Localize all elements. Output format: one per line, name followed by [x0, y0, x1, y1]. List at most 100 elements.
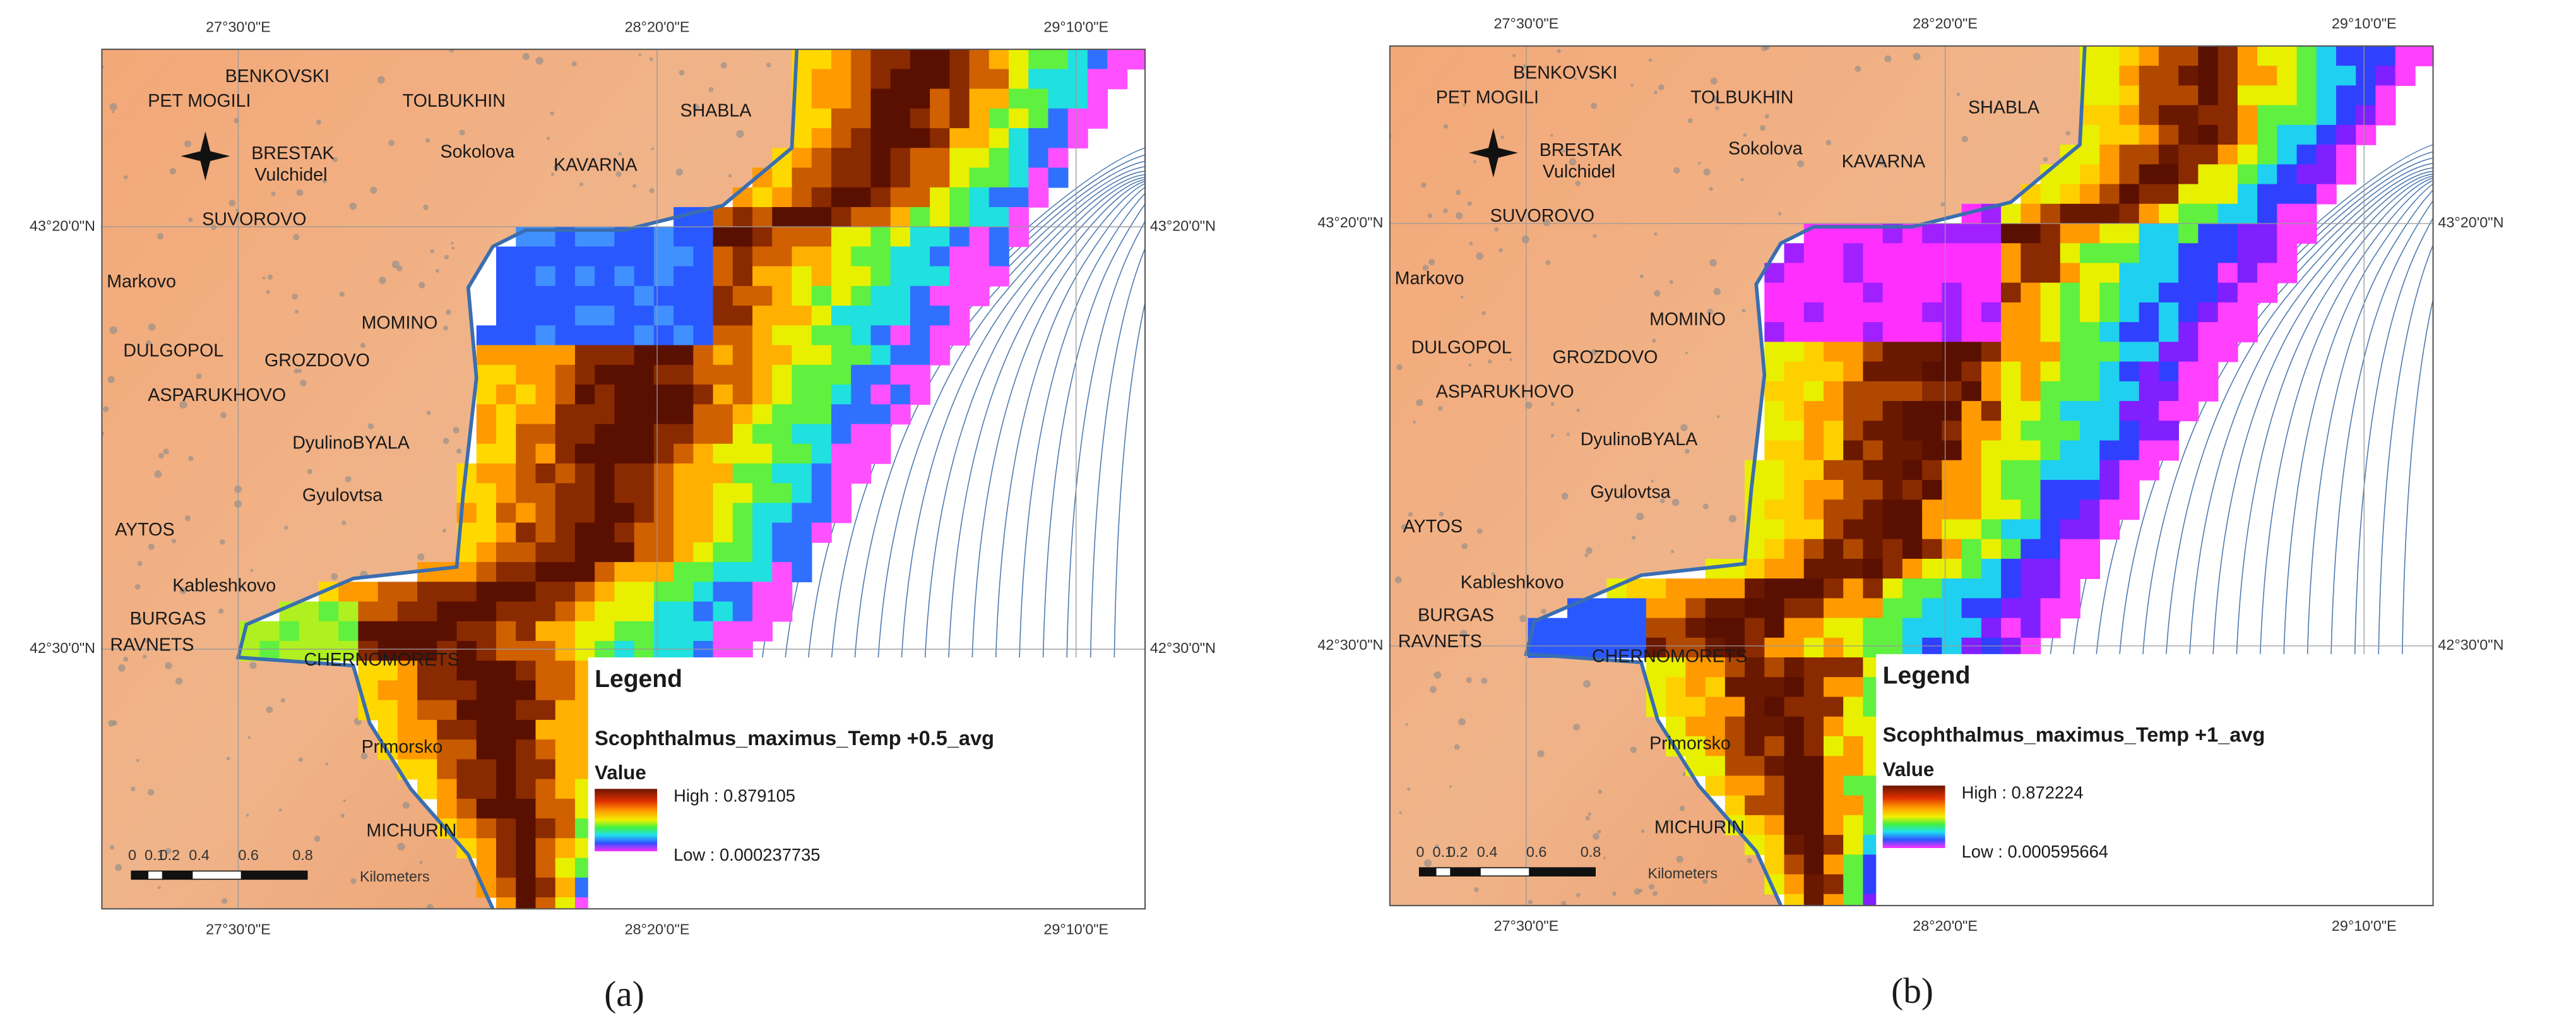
habitat-cell	[851, 266, 872, 287]
place-label: SUVOROVO	[202, 209, 306, 229]
panel-caption: (a)	[604, 974, 644, 1014]
terrain-speck	[1759, 124, 1766, 131]
habitat-cell	[1961, 558, 1982, 579]
habitat-cell	[1863, 381, 1884, 402]
habitat-cell	[516, 562, 537, 583]
habitat-cell	[2356, 105, 2377, 126]
habitat-cell	[318, 641, 339, 662]
terrain-speck	[219, 539, 225, 545]
habitat-cell	[634, 424, 655, 445]
habitat-cell	[1843, 263, 1864, 284]
habitat-cell	[1902, 263, 1923, 284]
terrain-speck	[550, 172, 555, 176]
habitat-cell	[2139, 361, 2159, 382]
habitat-cell	[535, 562, 556, 583]
habitat-cell	[1784, 342, 1805, 362]
habitat-cell	[870, 345, 891, 366]
habitat-cell	[1823, 342, 1844, 362]
habitat-cell	[1784, 756, 1805, 777]
habitat-cell	[732, 582, 753, 602]
habitat-cell	[595, 562, 615, 583]
habitat-cell	[1961, 223, 1982, 244]
terrain-speck	[1439, 511, 1444, 517]
habitat-cell	[732, 443, 753, 464]
habitat-cell	[496, 818, 517, 839]
habitat-cell	[1745, 618, 1766, 638]
habitat-cell	[1922, 460, 1943, 481]
habitat-cell	[2099, 184, 2120, 205]
terrain-speck	[442, 438, 449, 445]
terrain-speck	[112, 720, 117, 726]
habitat-cell	[1724, 716, 1745, 737]
habitat-cell	[2001, 342, 2022, 362]
habitat-cell	[1823, 677, 1844, 698]
habitat-cell	[2198, 322, 2219, 343]
scale-unit: Kilometers	[360, 868, 430, 885]
habitat-cell	[772, 404, 793, 425]
habitat-cell	[476, 463, 497, 484]
habitat-cell	[437, 798, 458, 819]
habitat-cell	[437, 719, 458, 740]
habitat-cell	[476, 562, 497, 583]
habitat-cell	[1922, 361, 1943, 382]
habitat-cell	[1803, 598, 1824, 619]
habitat-cell	[516, 680, 537, 701]
habitat-cell	[2198, 145, 2219, 165]
habitat-cell	[1922, 499, 1943, 520]
habitat-cell	[1902, 421, 1923, 441]
habitat-cell	[1764, 460, 1785, 481]
habitat-cell	[2277, 45, 2298, 66]
habitat-cell	[1067, 88, 1088, 109]
habitat-cell	[555, 700, 576, 720]
terrain-speck	[446, 309, 451, 315]
habitat-cell	[811, 88, 832, 109]
habitat-cell	[890, 88, 911, 109]
place-label: CHERNOMORETS	[304, 650, 459, 670]
habitat-cell	[1981, 460, 2002, 481]
habitat-cell	[1646, 598, 1666, 619]
habitat-cell	[476, 858, 497, 878]
habitat-cell	[2178, 381, 2199, 402]
habitat-cell	[574, 562, 595, 583]
habitat-cell	[930, 266, 951, 287]
habitat-cell	[2356, 45, 2377, 66]
habitat-cell	[535, 463, 556, 484]
habitat-cell	[2178, 223, 2199, 244]
habitat-cell	[772, 266, 793, 287]
habitat-cell	[969, 285, 990, 306]
habitat-cell	[2060, 184, 2080, 205]
terrain-speck	[1435, 844, 1439, 849]
habitat-cell	[555, 601, 576, 622]
place-label: MOMINO	[362, 313, 438, 333]
terrain-speck	[165, 847, 172, 854]
habitat-cell	[1981, 421, 2002, 441]
habitat-cell	[1981, 223, 2002, 244]
habitat-cell	[831, 246, 852, 267]
habitat-cell	[2119, 184, 2140, 205]
habitat-cell	[1823, 736, 1844, 757]
habitat-cell	[614, 285, 635, 306]
habitat-cell	[437, 759, 458, 780]
habitat-cell	[2296, 105, 2317, 126]
terrain-speck	[1582, 679, 1591, 688]
terrain-speck	[350, 878, 357, 885]
place-label: Kableshkovo	[1461, 573, 1564, 593]
habitat-cell	[811, 345, 832, 366]
habitat-cell	[2099, 302, 2120, 323]
habitat-cell	[1843, 440, 1864, 461]
coastline	[1524, 45, 2087, 906]
habitat-cell	[2158, 342, 2179, 362]
terrain-speck	[249, 662, 257, 669]
habitat-cell	[2040, 203, 2061, 224]
terrain-speck	[1428, 258, 1435, 266]
scale-tick: 0.6	[1526, 844, 1547, 860]
habitat-cell	[535, 364, 556, 385]
habitat-cell	[969, 266, 990, 287]
terrain-speck	[246, 813, 249, 817]
habitat-cell	[693, 601, 714, 622]
habitat-cell	[693, 285, 714, 306]
habitat-cell	[1981, 578, 2002, 599]
habitat-cell	[2099, 479, 2120, 501]
habitat-cell	[2040, 401, 2061, 422]
habitat-cell	[2001, 539, 2022, 559]
